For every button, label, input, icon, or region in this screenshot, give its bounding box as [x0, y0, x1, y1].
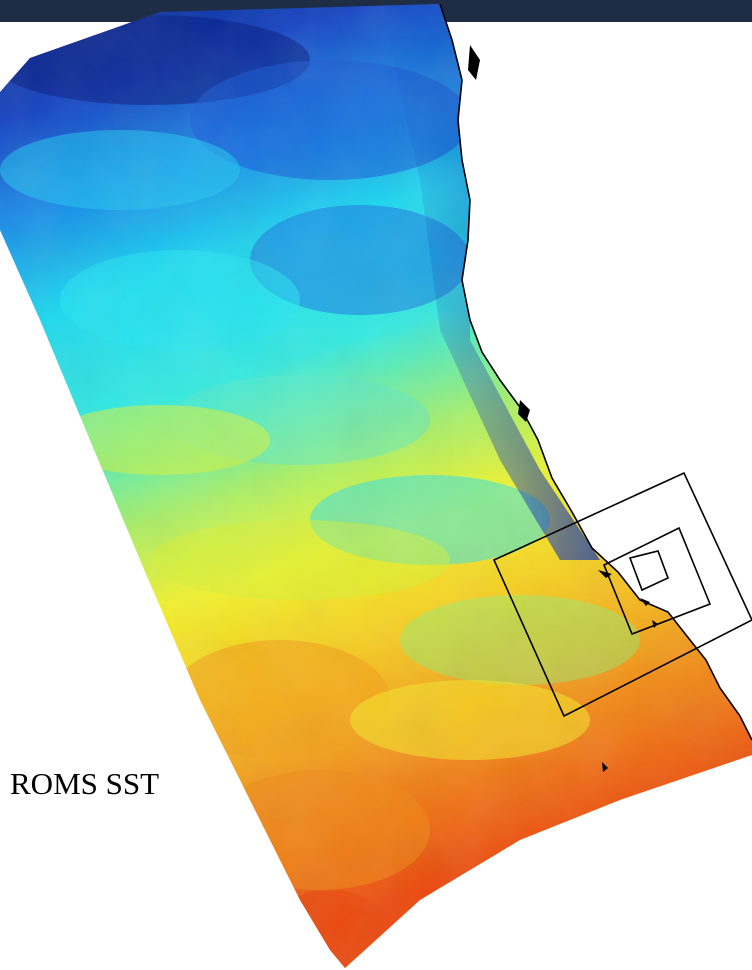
nested-grid-middle: [602, 526, 712, 636]
coast-feature: [468, 45, 480, 80]
coast-feature: [518, 400, 530, 422]
nested-grid-boxes: [492, 471, 752, 718]
island: [640, 598, 650, 606]
nested-grid-inner: [628, 550, 670, 592]
island: [602, 762, 608, 772]
nested-grid-outer: [492, 471, 752, 718]
coastline: [439, 3, 752, 741]
map-label: ROMS SST: [10, 766, 160, 801]
